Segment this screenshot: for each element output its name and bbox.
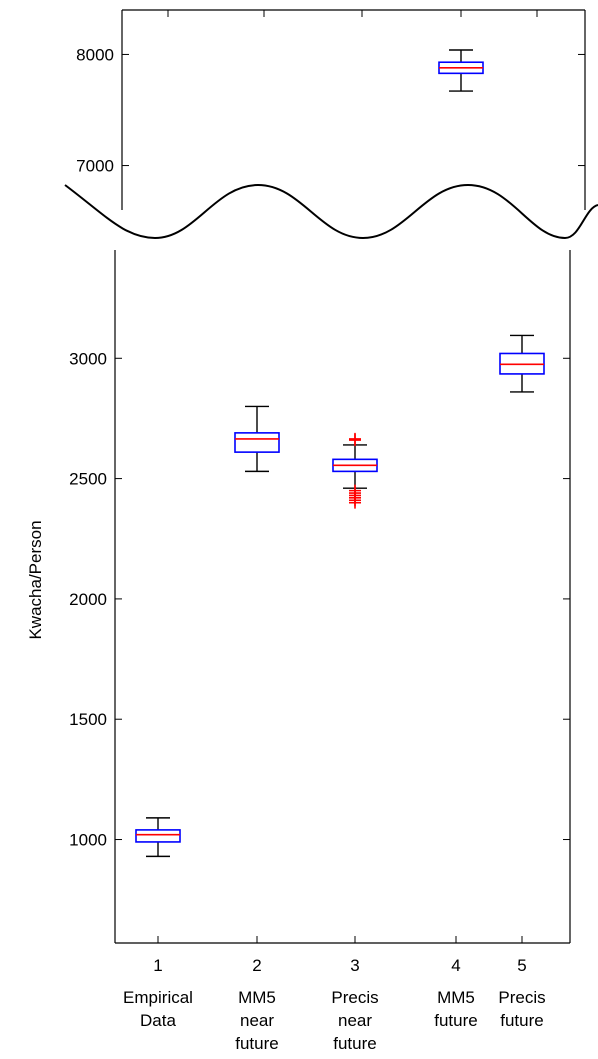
lower-y-tick-label: 2500 [69,470,107,489]
x-tick-label: 1 [153,956,162,975]
lower-y-tick-label: 1500 [69,710,107,729]
lower-x-ticks [157,936,523,943]
category-label-5: 5 Precis future [498,956,545,1030]
box-4 [438,49,484,92]
x-tick-label: 2 [252,956,261,975]
box-3 [332,432,378,509]
category-name-line: Precis [498,988,545,1007]
category-name-line: future [500,1011,543,1030]
category-name-line: future [333,1034,376,1053]
category-name-line: Data [140,1011,176,1030]
iqr-box [234,432,280,453]
category-label-4: 4 MM5 future [434,956,477,1030]
x-tick-label: 5 [517,956,526,975]
category-name-line: future [434,1011,477,1030]
axis-break-wave [64,183,598,240]
lower-y-tick-label: 1000 [69,831,107,850]
box-5 [499,334,545,393]
outlier-marker [349,432,361,445]
category-name-line: MM5 [238,988,276,1007]
upper-panel-frame [121,9,586,210]
lower-y-ticks: 1000 1500 2000 2500 3000 [69,349,570,850]
category-name-line: Precis [331,988,378,1007]
category-name-line: MM5 [437,988,475,1007]
upper-y-ticks: 7000 8000 [76,45,585,176]
x-tick-label: 4 [451,956,460,975]
category-labels: 1 Empirical Data 2 MM5 near future 3 Precis near f… [123,956,546,1053]
y-axis-label: Kwacha/Person [26,520,45,639]
box-1 [135,817,181,858]
upper-panel-boxes [438,49,484,92]
upper-y-tick-label: 7000 [76,157,114,176]
upper-y-tick-label: 8000 [76,45,114,64]
iqr-box [135,829,181,843]
category-name-line: near [338,1011,372,1030]
category-label-1: 1 Empirical Data [123,956,193,1030]
outlier-marker [349,484,361,497]
lower-y-tick-label: 3000 [69,349,107,368]
box-2 [234,405,280,473]
category-name-line: future [235,1034,278,1053]
category-name-line: near [240,1011,274,1030]
category-label-3: 3 Precis near future [331,956,378,1053]
lower-panel-frame [114,250,571,944]
axis-break-mask [60,212,598,250]
x-tick-label: 3 [350,956,359,975]
upper-x-ticks [167,10,538,17]
category-label-2: 2 MM5 near future [235,956,278,1053]
lower-panel-boxes [135,334,545,858]
category-name-line: Empirical [123,988,193,1007]
lower-y-tick-label: 2000 [69,590,107,609]
